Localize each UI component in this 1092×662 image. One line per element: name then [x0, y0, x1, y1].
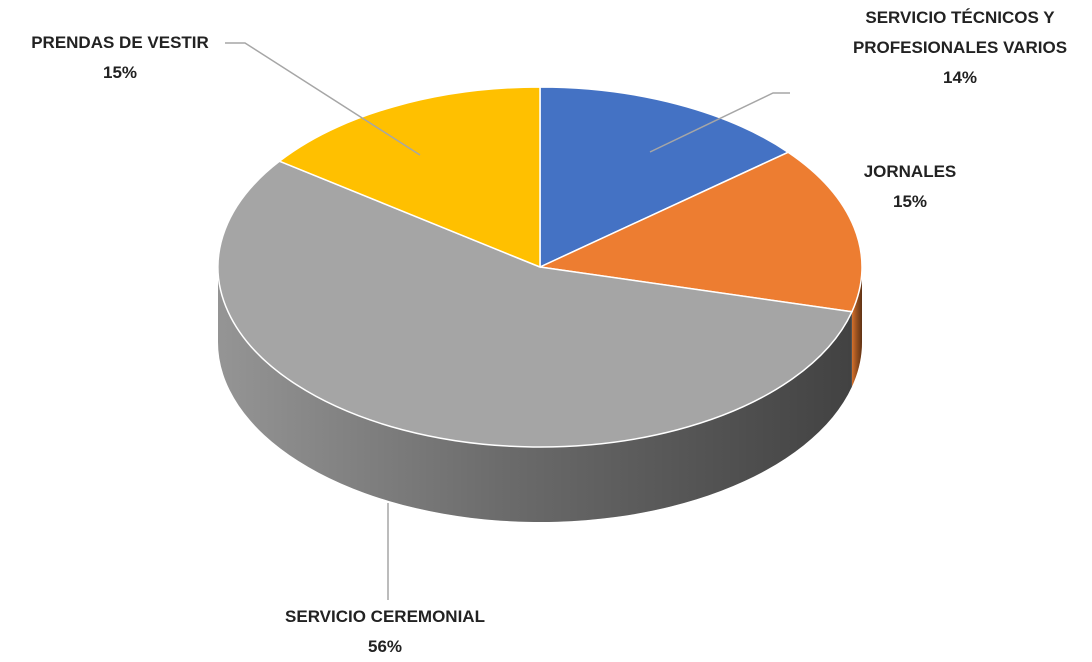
category: SERVICIO TÉCNICOS Y PROFESIONALES VARIOS: [852, 8, 1068, 57]
value-label: 14%: [942, 68, 978, 87]
pie-slice: [217, 160, 853, 448]
pie-side-shade: [218, 267, 852, 523]
value-label: 15%: [892, 192, 928, 211]
slice-label: SERVICIO CEREMONIAL 56%: [235, 602, 535, 662]
leader-line: [649, 92, 790, 153]
category: JORNALES: [863, 162, 957, 181]
pie-slice: [278, 86, 541, 269]
category: PRENDAS DE VESTIR: [31, 33, 209, 52]
slice-label: PRENDAS DE VESTIR 15%: [0, 28, 240, 88]
pie-slice: [539, 86, 790, 269]
leader-line: [225, 42, 421, 156]
slice-label: JORNALES 15%: [830, 157, 990, 217]
category: SERVICIO CEREMONIAL: [285, 607, 485, 626]
value-label: 56%: [367, 637, 403, 656]
pie-slice: [537, 151, 863, 313]
slice-label: SERVICIO TÉCNICOS Y PROFESIONALES VARIOS…: [830, 3, 1090, 93]
pie-sides: [218, 267, 862, 523]
pie-side-shade: [851, 267, 862, 387]
pie-tops: [217, 86, 863, 448]
value-label: 15%: [102, 63, 138, 82]
